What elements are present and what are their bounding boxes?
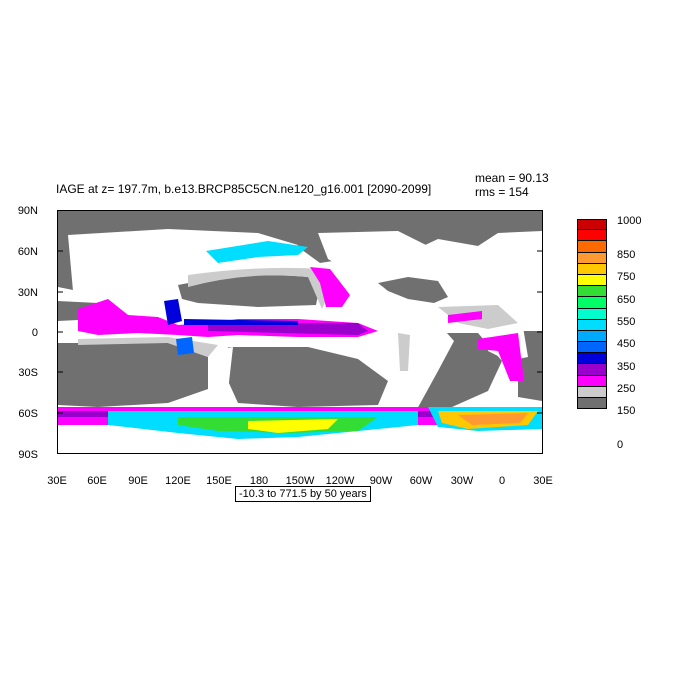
x-tick-120w: 120W <box>325 475 355 487</box>
x-tick-60w: 60W <box>409 475 433 487</box>
colorbar-swatch <box>577 353 607 365</box>
mean-value: mean = 90.13 <box>475 171 549 185</box>
y-tick-60s: 60S <box>18 408 38 420</box>
equatorial-blue <box>184 319 298 325</box>
weddell-orange <box>458 413 528 425</box>
colorbar-swatch <box>577 286 607 298</box>
south-america-white <box>398 321 454 411</box>
x-tick-180: 180 <box>249 475 269 487</box>
colorbar-label-1000: 1000 <box>617 215 642 227</box>
x-tick-60e: 60E <box>87 475 107 487</box>
colorbar-label-150: 150 <box>617 405 636 417</box>
colorbar-label-0: 0 <box>617 439 624 451</box>
y-tick-0: 0 <box>31 327 38 339</box>
colorbar-label-650: 650 <box>617 294 636 306</box>
y-tick-30n: 30N <box>17 287 38 299</box>
colorbar-swatch <box>577 252 607 264</box>
colorbar-swatch <box>577 274 607 287</box>
x-tick-0: 0 <box>498 475 506 487</box>
colorbar-label-750: 750 <box>617 271 636 283</box>
x-tick-30w: 30W <box>450 475 474 487</box>
atlantic-magenta <box>448 311 482 323</box>
peru-young <box>398 333 410 371</box>
y-tick-90n: 90N <box>17 205 38 217</box>
colorbar-label-250: 250 <box>617 383 636 395</box>
south-pacific-land <box>228 347 388 407</box>
x-tick-150w: 150W <box>285 475 315 487</box>
colorbar-swatch <box>577 297 607 309</box>
x-tick-90w: 90W <box>369 475 393 487</box>
north-atlantic-land <box>378 277 448 303</box>
x-tick-150e: 150E <box>206 475 232 487</box>
colorbar-swatch <box>577 230 607 242</box>
x-tick-120e: 120E <box>165 475 191 487</box>
arctic-land <box>58 211 542 219</box>
indian-ocean-land <box>58 343 208 407</box>
colorbar-swatch <box>577 241 607 253</box>
y-tick-90s: 90S <box>18 449 38 461</box>
bering-cyan <box>206 241 308 263</box>
australia-white <box>208 347 233 391</box>
colorbar-label-550: 550 <box>617 316 636 328</box>
colorbar-swatch <box>577 375 607 387</box>
colorbar-swatch <box>577 398 607 410</box>
colorbar-swatch <box>577 364 607 376</box>
colorbar-swatch <box>577 219 607 231</box>
colorbar-swatch <box>577 319 607 331</box>
x-tick-30e-right: 30E <box>533 475 553 487</box>
y-tick-60n: 60N <box>17 246 38 258</box>
colorbar-swatch <box>577 342 607 354</box>
x-tick-90e: 90E <box>128 475 148 487</box>
equatorial-purple <box>208 323 368 335</box>
southern-ocean <box>58 407 542 453</box>
map-frame <box>57 210 543 454</box>
colorbar-swatch <box>577 386 607 398</box>
south-atlantic-magenta <box>478 333 524 381</box>
ticks <box>58 250 542 414</box>
indonesia-blue <box>176 337 194 355</box>
north-america-white <box>318 231 438 271</box>
colorbar-label-350: 350 <box>617 361 636 373</box>
colorbar-label-850: 850 <box>617 249 636 261</box>
tropical-bands <box>78 241 524 381</box>
southern-yellow <box>248 419 338 433</box>
y-tick-30s: 30S <box>18 367 38 379</box>
plot-title: IAGE at z= 197.7m, b.e13.BRCP85C5CN.ne12… <box>56 182 432 196</box>
colorbar-swatch <box>577 308 607 320</box>
east-pacific-magenta <box>310 267 350 307</box>
rms-value: rms = 154 <box>475 185 529 199</box>
contour-range-label: -10.3 to 771.5 by 50 years <box>235 486 371 502</box>
colorbar-swatch <box>577 263 607 275</box>
colorbar <box>577 219 607 410</box>
north-pacific-gyre-land <box>178 275 320 307</box>
map-canvas <box>58 211 542 453</box>
north-pacific-young <box>188 267 330 309</box>
japan-blue <box>164 299 182 325</box>
colorbar-label-450: 450 <box>617 338 636 350</box>
x-tick-30e: 30E <box>47 475 67 487</box>
antarctic-white <box>58 439 542 453</box>
colorbar-swatch <box>577 330 607 343</box>
